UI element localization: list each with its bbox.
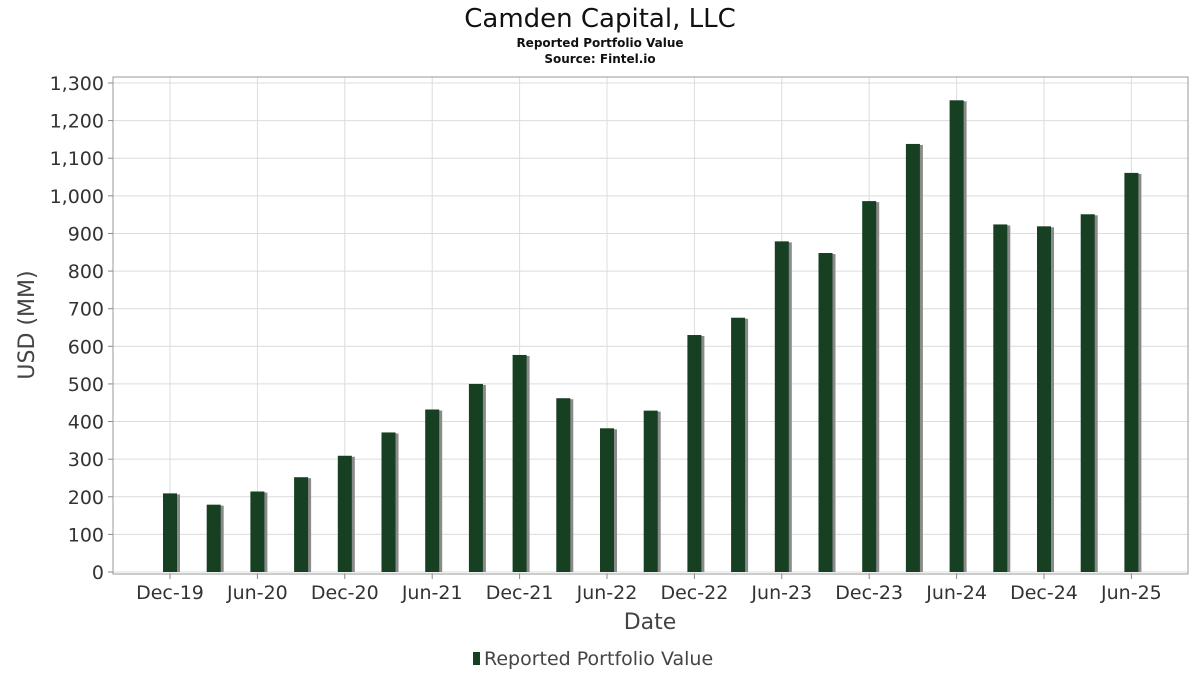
bar: [600, 428, 614, 572]
bar: [250, 491, 265, 572]
y-tick-label: 500: [68, 374, 104, 396]
chart-source: Source: Fintel.io: [544, 52, 655, 66]
y-tick-label: 700: [68, 299, 104, 321]
x-tick-label: Dec-22: [660, 582, 728, 604]
bar: [337, 455, 352, 572]
bar: [1080, 214, 1095, 572]
x-tick-label: Dec-23: [835, 582, 903, 604]
plot-frame: [112, 76, 1189, 575]
bar: [294, 477, 309, 572]
y-tick-label: 0: [92, 562, 104, 584]
x-tick-label: Dec-20: [311, 582, 379, 604]
bar: [381, 432, 396, 572]
legend: Reported Portfolio Value: [473, 648, 713, 670]
y-tick-label: 800: [68, 261, 104, 283]
x-tick-label: Jun-21: [401, 582, 463, 604]
bar: [905, 143, 920, 572]
bar: [774, 241, 789, 572]
x-tick-label: Dec-19: [136, 582, 204, 604]
y-tick-label: 1,100: [50, 148, 104, 170]
x-tick-label: Jun-25: [1100, 582, 1162, 604]
bar: [949, 100, 964, 573]
bar: [993, 224, 1008, 573]
bar: [425, 409, 440, 572]
x-tick-label: Jun-24: [925, 582, 987, 604]
bar: [643, 410, 658, 572]
y-tick-label: 200: [68, 487, 104, 509]
bar: [862, 201, 877, 572]
x-tick-label: Jun-20: [226, 582, 288, 604]
bar: [206, 504, 221, 572]
bar: [512, 354, 527, 572]
y-tick-label: 1,300: [50, 73, 104, 95]
x-tick-label: Dec-24: [1010, 582, 1078, 604]
y-axis-title: USD (MM): [15, 270, 40, 379]
y-tick-label: 300: [68, 449, 104, 471]
x-axis-title: Date: [624, 610, 677, 635]
chart-title: Camden Capital, LLC: [464, 4, 735, 34]
y-tick-label: 1,200: [50, 111, 104, 133]
bar: [468, 383, 483, 572]
bar: [1037, 226, 1051, 572]
bar: [556, 398, 571, 572]
y-tick-label: 1,000: [50, 186, 104, 208]
y-axis-ticks: 0 100 200 300 400 500 600 700 800 900 1,000 1,100 1,…: [50, 73, 113, 584]
bar-layer: [163, 100, 1142, 573]
x-tick-label: Jun-22: [576, 582, 638, 604]
bar: [163, 493, 177, 572]
y-tick-label: 100: [68, 524, 104, 546]
y-tick-label: 900: [68, 223, 104, 245]
legend-label: Reported Portfolio Value: [484, 648, 713, 670]
bar: [687, 335, 702, 572]
legend-swatch: [473, 652, 480, 665]
chart-subtitle: Reported Portfolio Value: [516, 36, 683, 50]
bar: [731, 317, 746, 572]
bar: [818, 253, 833, 572]
x-tick-label: Jun-23: [750, 582, 812, 604]
bar: [1124, 172, 1139, 573]
x-tick-label: Dec-21: [486, 582, 554, 604]
y-tick-label: 600: [68, 336, 104, 358]
x-axis-ticks: Dec-19 Jun-20 Dec-20 Jun-21 Dec-21 Jun-22 Dec-…: [136, 574, 1162, 604]
y-tick-label: 400: [68, 412, 104, 434]
